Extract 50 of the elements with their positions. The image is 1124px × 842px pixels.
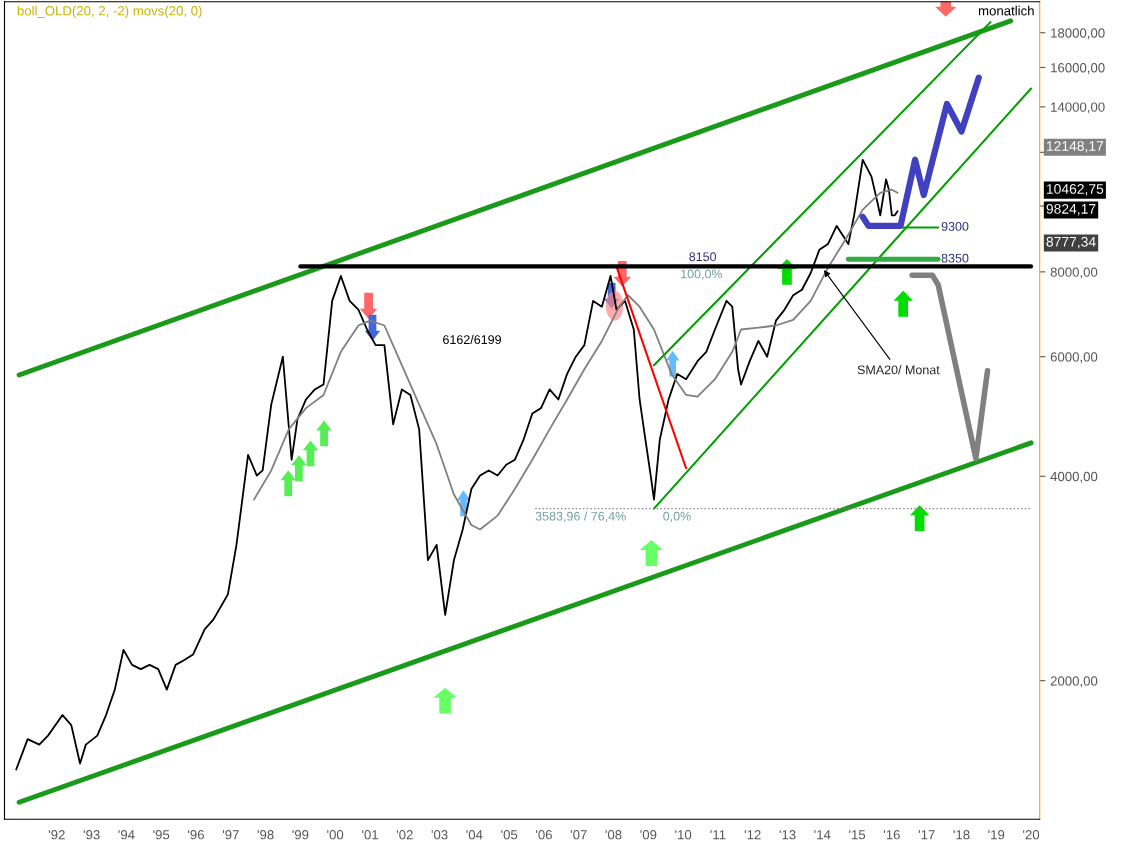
x-tick-label: '15 (849, 830, 866, 840)
x-tick-label: '03 (431, 830, 448, 840)
x-tick-label: '17 (918, 830, 935, 840)
x-tick-label: '05 (501, 830, 518, 840)
text: 10462,75 (1046, 184, 1104, 196)
y-tick-label: 2000,00 (1050, 676, 1098, 688)
chart-title: boll_OLD(20, 2, -2) movs(20, 0) (17, 5, 202, 19)
y-tick-label: 6000,00 (1050, 352, 1098, 364)
x-tick-label: '96 (188, 830, 204, 840)
annotation: 3583,96 / 76,4% (535, 511, 626, 523)
x-tick-label: '14 (814, 830, 831, 840)
x-tick-label: '99 (292, 830, 309, 840)
x-tick-label: '98 (257, 830, 274, 840)
annotation: 0,0% (663, 511, 691, 523)
y-tick-label: 8000,00 (1050, 267, 1098, 279)
y-tick-label: 16000,00 (1051, 63, 1105, 74)
annotation: 8350 (941, 253, 969, 263)
y-tick-label: 4000,00 (1050, 471, 1098, 483)
x-tick-label: '07 (570, 830, 587, 840)
annotation: 6162/6199 (443, 334, 501, 345)
x-tick-label: '16 (883, 830, 900, 840)
x-tick-label: '00 (327, 830, 344, 840)
x-tick-label: '10 (675, 830, 692, 840)
x-tick-label: '95 (153, 830, 170, 840)
x-tick-label: '93 (83, 830, 100, 840)
annotation: 9300 (941, 221, 969, 231)
x-tick-label: '02 (396, 830, 413, 840)
text: 9824,17 (1046, 203, 1096, 216)
x-tick-label: '97 (222, 830, 239, 840)
chart-subtitle: monatlich (978, 5, 1034, 16)
x-tick-label: '11 (710, 830, 726, 840)
x-tick-label: '08 (605, 830, 622, 840)
x-tick-label: '12 (744, 830, 761, 840)
y-tick-label: 14000,00 (1051, 102, 1105, 114)
y-tick-label: 18000,00 (1051, 28, 1105, 40)
x-tick-label: '18 (953, 830, 970, 840)
annotation: SMA20/ Monat (857, 365, 940, 375)
annotation: 8150 (689, 252, 717, 262)
x-tick-label: '09 (640, 830, 657, 840)
text: 12148,17 (1046, 141, 1104, 153)
x-tick-label: '01 (362, 830, 378, 840)
x-tick-label: '20 (1023, 830, 1040, 840)
text: 8777,34 (1046, 236, 1096, 249)
x-tick-label: '04 (466, 830, 483, 840)
x-tick-label: '94 (118, 830, 135, 840)
x-tick-label: '13 (779, 830, 796, 840)
x-tick-label: '19 (988, 830, 1005, 840)
x-tick-label: '06 (536, 830, 552, 840)
annotation: 100,0% (681, 269, 723, 280)
x-tick-label: '92 (48, 830, 65, 840)
